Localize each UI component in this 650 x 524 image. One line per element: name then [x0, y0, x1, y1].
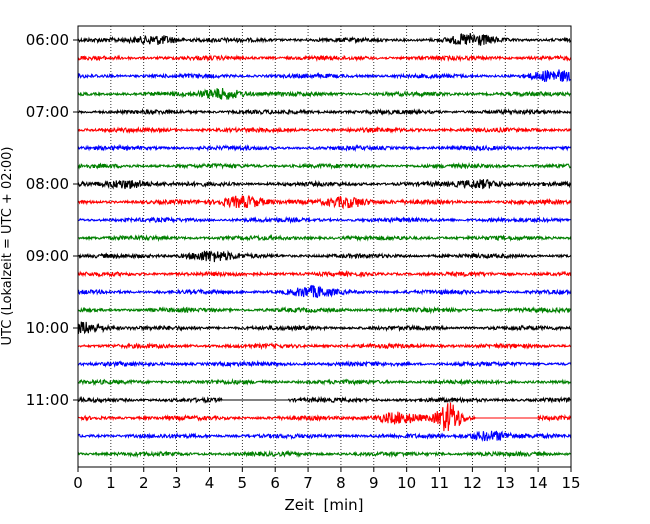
- seismogram-trace: [77, 402, 572, 432]
- y-tick-label: 09:00: [26, 247, 69, 265]
- y-tick-label: 11:00: [26, 391, 69, 409]
- seismogram-trace: [77, 395, 572, 404]
- y-tick-label: 06:00: [26, 31, 69, 49]
- y-tick-label: 08:00: [26, 175, 69, 193]
- x-tick-label: 8: [336, 474, 346, 492]
- seismogram-trace: [77, 194, 572, 210]
- x-tick-label: 10: [397, 474, 416, 492]
- seismogram-trace: [77, 377, 572, 387]
- seismogram-trace: [77, 32, 572, 46]
- seismogram-trace: [77, 269, 572, 278]
- seismogram-trace: [77, 215, 572, 225]
- x-tick-label: 5: [238, 474, 248, 492]
- x-tick-label: 13: [496, 474, 515, 492]
- x-tick-label: 15: [561, 474, 580, 492]
- seismogram-trace: [77, 233, 572, 243]
- seismogram-trace: [77, 69, 572, 83]
- traces: [77, 32, 572, 459]
- seismogram-trace: [77, 107, 572, 116]
- x-axis-label: Zeit [min]: [284, 496, 363, 514]
- seismogram-trace: [77, 179, 572, 190]
- x-tick-label: 0: [73, 474, 83, 492]
- seismogram-trace: [77, 359, 572, 368]
- x-tick-label: 2: [139, 474, 149, 492]
- seismogram-trace: [77, 143, 572, 153]
- y-tick-label: 10:00: [26, 319, 69, 337]
- x-tick-label: 4: [205, 474, 215, 492]
- y-axis-ticks: 06:00 07:00 08:00 09:00 10:00 11:00: [26, 31, 78, 409]
- seismogram-trace: [77, 162, 572, 170]
- seismogram-trace: [77, 284, 572, 299]
- seismogram-trace: [77, 249, 572, 263]
- y-axis-label: UTC (Lokalzeit = UTC + 02:00): [0, 147, 15, 346]
- x-tick-label: 11: [430, 474, 449, 492]
- seismogram-trace: [77, 306, 572, 315]
- x-tick-label: 6: [270, 474, 280, 492]
- seismogram-trace: [77, 54, 572, 63]
- x-tick-label: 7: [303, 474, 313, 492]
- plot-frame: [77, 25, 572, 468]
- seismogram-trace: [77, 449, 572, 459]
- x-tick-label: 14: [529, 474, 548, 492]
- x-axis-ticks: 0 1 2 3 4 5 6 7 8 9 10 11 12 13 14 15: [73, 467, 581, 492]
- y-tick-label: 07:00: [26, 103, 69, 121]
- seismogram-trace: [77, 321, 572, 335]
- x-tick-label: 1: [106, 474, 116, 492]
- x-tick-label: 12: [463, 474, 482, 492]
- x-tick-label: 3: [172, 474, 182, 492]
- seismogram-trace: [77, 430, 572, 443]
- seismogram-trace: [77, 87, 572, 100]
- seismogram-trace: [77, 342, 572, 351]
- x-tick-label: 9: [369, 474, 379, 492]
- seismogram-trace: [77, 125, 572, 134]
